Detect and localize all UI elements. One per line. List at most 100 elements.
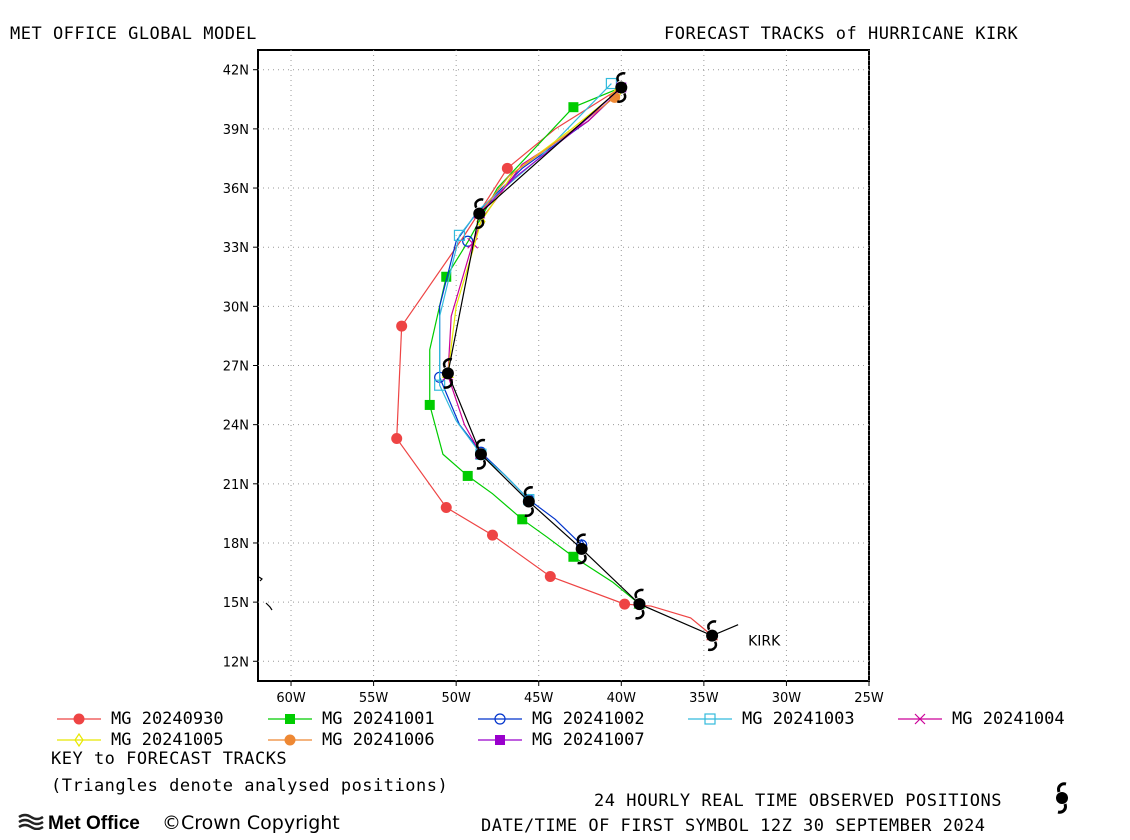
track-marker <box>391 432 403 444</box>
hurricane-arm <box>707 620 717 631</box>
legend-marker <box>73 713 85 725</box>
legend-item: MG 20241003 <box>686 709 855 729</box>
track-marker <box>501 162 513 174</box>
hurricane-symbol-icon <box>1056 782 1068 814</box>
storm-label: KIRK <box>748 634 781 650</box>
y-tick-label: 33N <box>223 241 249 256</box>
x-tick-label: 45W <box>524 691 554 706</box>
x-tick-label: 40W <box>607 691 637 706</box>
y-tick-label: 36N <box>223 182 249 197</box>
copyright-icon: © <box>162 812 181 834</box>
legend-label: MG 20241003 <box>742 709 855 729</box>
legend-marker <box>284 734 296 746</box>
legend-item: MG 20241002 <box>476 709 645 729</box>
track-marker <box>568 102 579 113</box>
x-tick-label: 60W <box>276 691 306 706</box>
y-tick-label: 21N <box>223 478 249 493</box>
legend-marker <box>914 713 926 725</box>
legend-swatch <box>57 713 101 725</box>
legend-label: MG 20241005 <box>111 730 224 750</box>
land-fragment <box>258 576 263 582</box>
legend-swatch <box>268 714 312 724</box>
observed-track <box>441 72 739 652</box>
hurricane-arm <box>634 588 644 599</box>
legend-label: MG 20241004 <box>952 709 1065 729</box>
hurricane-eye <box>441 367 454 380</box>
hurricane-eye <box>575 542 588 555</box>
legend-swatch <box>478 713 522 725</box>
hurricane-eye <box>633 598 646 611</box>
hurricane-eye <box>473 207 486 220</box>
legend-item: MG 20241004 <box>896 709 1065 729</box>
track-marker <box>462 235 474 247</box>
legend-item: MG 20240930 <box>55 709 224 729</box>
track-marker <box>396 320 408 332</box>
observed-note: 24 HOURLY REAL TIME OBSERVED POSITIONS <box>594 791 1002 811</box>
observed-line <box>447 87 713 637</box>
series-mg-20240930 <box>391 86 719 641</box>
legend-marker <box>495 735 505 745</box>
x-tick-label: 55W <box>359 691 389 706</box>
legend-swatch <box>268 734 312 746</box>
track-marker <box>544 570 556 582</box>
hurricane-arm <box>475 438 486 449</box>
hurricane-arm <box>576 533 586 544</box>
legend-swatch <box>478 735 522 745</box>
legend-swatch <box>57 732 101 748</box>
first-symbol-note: DATE/TIME OF FIRST SYMBOL 12Z 30 SEPTEMB… <box>481 816 986 836</box>
legend-marker <box>704 713 716 725</box>
y-tick-label: 39N <box>223 123 249 138</box>
y-tick-label: 27N <box>223 360 249 375</box>
header-left-title: MET OFFICE GLOBAL MODEL <box>10 24 257 44</box>
track-marker <box>462 470 473 481</box>
hurricane-arm <box>523 486 534 497</box>
y-tick-label: 12N <box>223 655 249 670</box>
hurricane-symbol-icon <box>522 486 535 517</box>
hurricane-eye <box>474 448 487 461</box>
legend-swatch <box>898 713 942 725</box>
hurricane-symbol-icon <box>473 198 486 230</box>
met-office-logo: Met Office <box>18 812 140 836</box>
hurricane-arm <box>707 641 718 652</box>
hurricane-eye <box>522 495 535 508</box>
key-note: (Triangles denote analysed positions) <box>51 776 449 796</box>
legend-item: MG 20241006 <box>266 730 435 750</box>
legend-marker <box>494 713 506 725</box>
hurricane-eye <box>615 81 628 94</box>
hurricane-arm <box>476 459 486 470</box>
legend-marker <box>74 732 84 748</box>
hurricane-symbol-icon <box>706 620 719 652</box>
x-tick-label: 35W <box>689 691 719 706</box>
y-tick-label: 18N <box>223 537 249 552</box>
copyright-text: Crown Copyright <box>181 812 340 834</box>
legend-item: MG 20241001 <box>266 709 435 729</box>
hurricane-eye <box>706 629 719 642</box>
y-tick-label: 15N <box>223 596 249 611</box>
track-marker <box>453 229 466 241</box>
track-marker <box>619 598 631 610</box>
hurricane-arm <box>474 219 485 230</box>
track-marker <box>440 501 452 513</box>
hurricane-arm <box>616 92 627 103</box>
legend-marker <box>285 714 295 724</box>
track-marker <box>609 91 621 103</box>
hurricane-symbol-icon <box>474 438 487 470</box>
hurricane-arm <box>474 198 484 209</box>
hurricane-arm <box>577 554 587 565</box>
track-marker <box>441 271 452 282</box>
legend-item: MG 20241005 <box>55 730 224 750</box>
track-marker <box>486 529 498 541</box>
hurricane-symbol-icon <box>633 588 646 620</box>
hurricane-arm <box>443 378 453 389</box>
legend-label: MG 20240930 <box>111 709 224 729</box>
hurricane-symbol-icon <box>575 533 588 565</box>
track-line <box>478 96 616 215</box>
legend-label: MG 20241006 <box>322 730 435 750</box>
track-marker <box>434 379 446 391</box>
track-marker <box>568 551 579 562</box>
hurricane-arm <box>616 72 626 83</box>
hurricane-arm <box>442 357 453 368</box>
track-marker <box>424 399 435 410</box>
logo-text: Met Office <box>48 813 140 835</box>
y-tick-label: 42N <box>223 64 249 79</box>
